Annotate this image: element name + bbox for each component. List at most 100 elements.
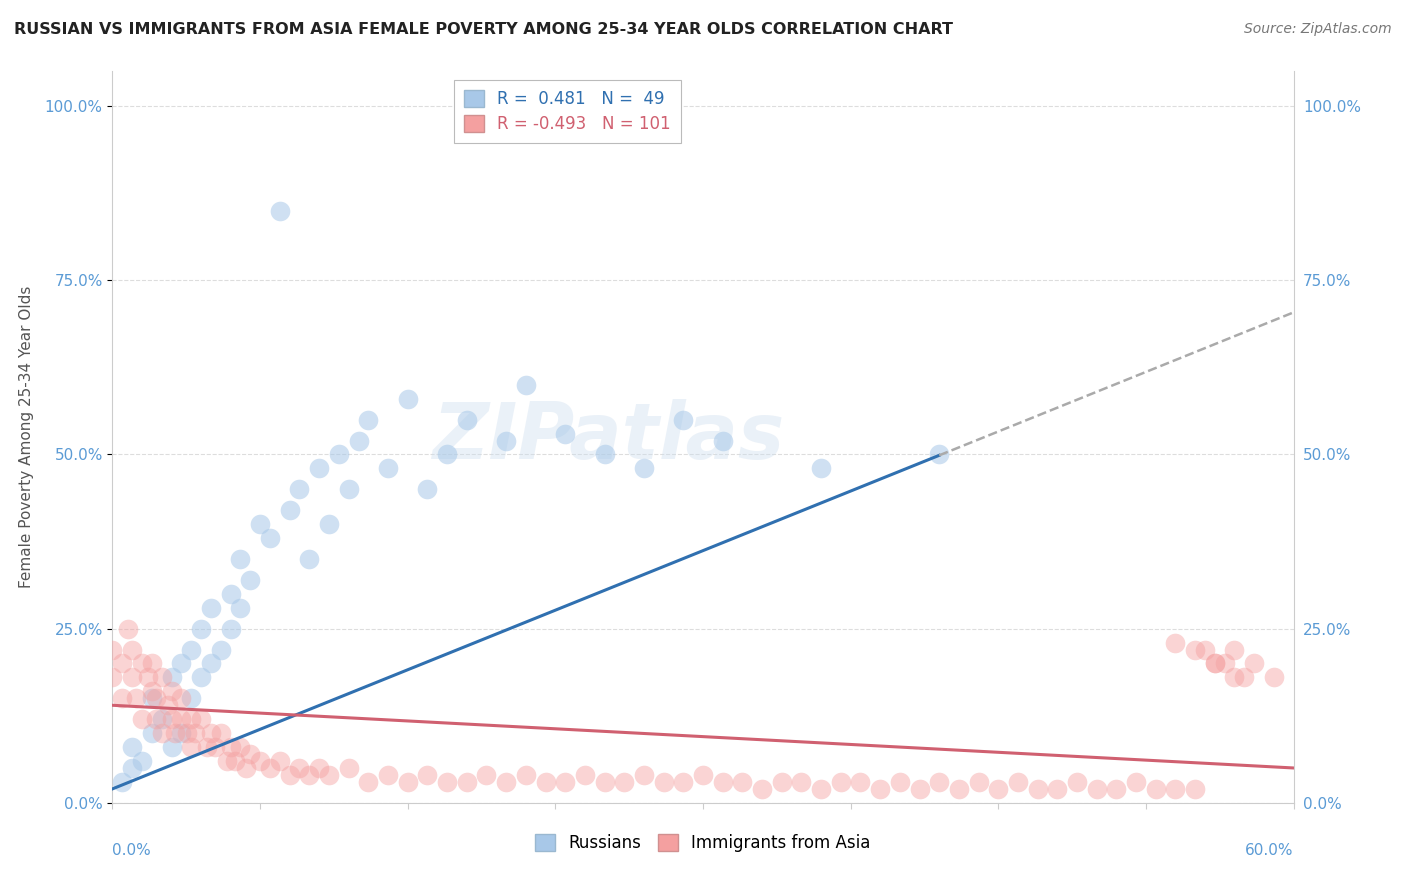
Point: [613, 775, 636, 789]
Point: [190, 622, 212, 636]
Point: [810, 461, 832, 475]
Point: [928, 775, 950, 789]
Point: [180, 691, 202, 706]
Point: [111, 657, 134, 671]
Point: [288, 761, 311, 775]
Point: [235, 761, 257, 775]
Point: [711, 434, 734, 448]
Point: [101, 642, 124, 657]
Legend: Russians, Immigrants from Asia: Russians, Immigrants from Asia: [527, 825, 879, 860]
Point: [436, 775, 458, 789]
Point: [121, 761, 143, 775]
Point: [170, 691, 193, 706]
Point: [1204, 657, 1226, 671]
Point: [593, 775, 616, 789]
Point: [869, 781, 891, 796]
Point: [209, 726, 232, 740]
Point: [219, 740, 242, 755]
Point: [1263, 670, 1285, 684]
Point: [1233, 670, 1256, 684]
Point: [1164, 781, 1187, 796]
Point: [180, 712, 202, 726]
Point: [298, 552, 321, 566]
Point: [987, 781, 1010, 796]
Point: [131, 712, 153, 726]
Point: [1184, 642, 1206, 657]
Point: [288, 483, 311, 497]
Y-axis label: Female Poverty Among 25-34 Year Olds: Female Poverty Among 25-34 Year Olds: [18, 286, 34, 588]
Point: [928, 448, 950, 462]
Point: [515, 768, 537, 782]
Point: [150, 670, 173, 684]
Point: [377, 461, 399, 475]
Point: [711, 775, 734, 789]
Point: [278, 503, 301, 517]
Point: [180, 740, 202, 755]
Point: [160, 712, 183, 726]
Point: [672, 775, 695, 789]
Point: [593, 448, 616, 462]
Point: [1223, 642, 1246, 657]
Point: [308, 461, 330, 475]
Point: [131, 754, 153, 768]
Point: [141, 684, 163, 698]
Point: [318, 768, 340, 782]
Point: [1243, 657, 1265, 671]
Point: [121, 670, 143, 684]
Point: [204, 740, 226, 755]
Point: [160, 670, 183, 684]
Point: [150, 712, 173, 726]
Point: [195, 740, 218, 755]
Point: [269, 203, 291, 218]
Point: [337, 483, 360, 497]
Point: [125, 691, 148, 706]
Text: 60.0%: 60.0%: [1246, 843, 1294, 858]
Point: [633, 461, 655, 475]
Point: [200, 600, 222, 615]
Point: [184, 726, 207, 740]
Point: [396, 392, 419, 406]
Point: [751, 781, 773, 796]
Point: [215, 754, 238, 768]
Point: [416, 768, 439, 782]
Point: [298, 768, 321, 782]
Point: [170, 712, 193, 726]
Point: [141, 726, 163, 740]
Point: [948, 781, 970, 796]
Point: [111, 775, 134, 789]
Point: [574, 768, 596, 782]
Point: [554, 775, 576, 789]
Point: [318, 517, 340, 532]
Point: [156, 698, 179, 713]
Point: [229, 600, 252, 615]
Point: [160, 684, 183, 698]
Point: [534, 775, 557, 789]
Point: [515, 377, 537, 392]
Point: [131, 657, 153, 671]
Point: [1125, 775, 1147, 789]
Point: [1105, 781, 1128, 796]
Point: [554, 426, 576, 441]
Point: [810, 781, 832, 796]
Point: [121, 740, 143, 755]
Point: [967, 775, 990, 789]
Point: [1184, 781, 1206, 796]
Point: [170, 657, 193, 671]
Point: [176, 726, 198, 740]
Point: [200, 657, 222, 671]
Point: [1213, 657, 1236, 671]
Point: [1144, 781, 1167, 796]
Point: [121, 642, 143, 657]
Point: [165, 726, 187, 740]
Point: [337, 761, 360, 775]
Point: [200, 726, 222, 740]
Point: [1194, 642, 1216, 657]
Text: 0.0%: 0.0%: [112, 843, 152, 858]
Point: [180, 642, 202, 657]
Text: Source: ZipAtlas.com: Source: ZipAtlas.com: [1244, 22, 1392, 37]
Point: [456, 775, 478, 789]
Point: [1046, 781, 1069, 796]
Point: [328, 448, 350, 462]
Point: [224, 754, 246, 768]
Point: [456, 412, 478, 426]
